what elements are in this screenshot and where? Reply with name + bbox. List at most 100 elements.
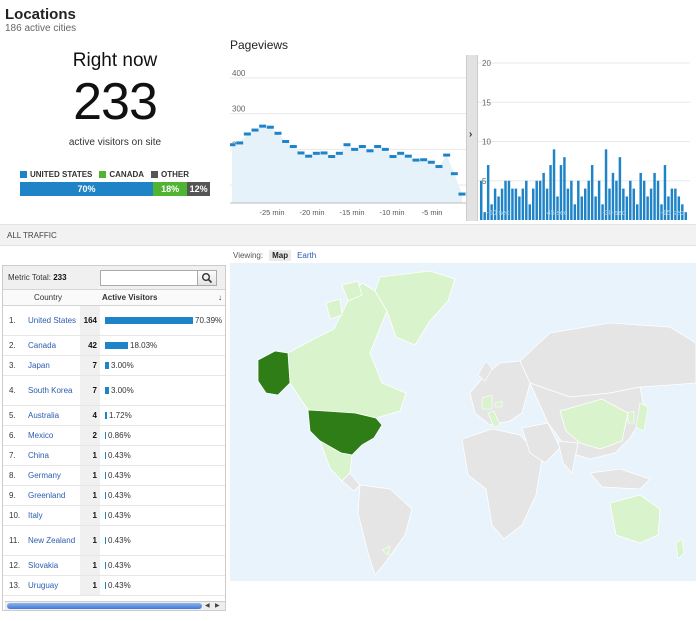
country-link[interactable]: Germany [28, 470, 61, 480]
data-point [374, 145, 382, 149]
country-link[interactable]: New Zealand [28, 535, 76, 545]
germany-region[interactable] [481, 394, 493, 410]
italy-region[interactable] [487, 410, 501, 428]
bar [670, 188, 674, 220]
locations-table: Metric Total: 233 Country Active Visitor… [2, 265, 226, 611]
country-link[interactable]: Canada [28, 340, 57, 350]
country-link[interactable]: Australia [28, 410, 60, 420]
visitor-share: 0.43% [100, 446, 225, 465]
all-traffic-label: ALL TRAFFIC [7, 231, 57, 240]
legend-label: OTHER [161, 170, 190, 179]
country-link[interactable]: Mexico [28, 430, 54, 440]
row-rank: 10. [9, 511, 21, 520]
share-bar [105, 512, 106, 519]
bar [639, 172, 642, 220]
scrollbar-thumb[interactable] [7, 603, 202, 609]
all-traffic-bar: ALL TRAFFIC [0, 224, 696, 246]
bar [511, 188, 514, 220]
country-link[interactable]: Italy [28, 510, 43, 520]
visitor-share: 0.43% [100, 556, 225, 575]
bar [629, 180, 632, 220]
data-point [230, 143, 236, 147]
header-country[interactable]: Country [25, 290, 80, 305]
uruguay-region[interactable] [381, 545, 391, 556]
australia-region[interactable] [609, 494, 661, 544]
data-point [397, 151, 405, 155]
country-share-bar: 70% 18% 12% [20, 182, 210, 196]
indonesia-region[interactable] [589, 468, 651, 490]
japan-region[interactable] [635, 402, 649, 432]
new-zealand-region[interactable] [675, 538, 685, 560]
united-states-region[interactable] [307, 409, 383, 456]
header-country-label: Country [34, 293, 63, 302]
visitor-count: 1 [80, 486, 100, 505]
country-link[interactable]: Uruguay [28, 580, 59, 590]
bar [656, 180, 660, 220]
bar [500, 188, 504, 220]
bar [677, 196, 681, 220]
x-tick-label: -5 min [422, 208, 443, 217]
share-segment-1: 18% [153, 182, 188, 196]
arctic-islands-region[interactable] [325, 280, 363, 320]
visitor-share: 0.43% [100, 576, 225, 595]
share-percent: 0.43% [108, 451, 131, 460]
slovakia-region[interactable] [494, 400, 503, 408]
bar [570, 180, 573, 220]
search-button[interactable] [197, 270, 217, 286]
search-input[interactable] [100, 270, 198, 286]
scroll-left-icon[interactable]: ◀ [205, 603, 210, 609]
table-row: 4. South Korea 7 3.00% [3, 376, 225, 406]
africa-region[interactable] [461, 428, 543, 540]
country-link[interactable]: Japan [28, 360, 50, 370]
alaska-region[interactable] [257, 350, 291, 396]
scroll-right-icon[interactable]: ▶ [215, 603, 220, 609]
table-row: 7. China 1 0.43% [3, 446, 225, 466]
y-tick-label: 5 [482, 177, 487, 186]
world-map[interactable] [230, 263, 696, 581]
south-america-region[interactable] [357, 484, 413, 576]
country-link[interactable]: South Korea [28, 385, 73, 395]
visitor-count: 1 [80, 506, 100, 525]
bar [504, 180, 507, 220]
bar [653, 172, 656, 220]
data-point [450, 172, 458, 176]
viewing-label: Viewing: [233, 251, 264, 260]
pageviews-per-minute-chart: 100200300400-25 min-20 min-15 min-10 min… [230, 55, 466, 217]
bar [483, 212, 486, 220]
bar [545, 188, 549, 220]
country-link[interactable]: Slovakia [28, 560, 59, 570]
south-korea-region[interactable] [627, 410, 635, 424]
share-percent: 1.72% [109, 411, 132, 420]
country-link[interactable]: China [28, 450, 49, 460]
bar [601, 204, 604, 220]
row-rank: 4. [9, 386, 16, 395]
uk-region[interactable] [477, 360, 493, 382]
bar [559, 165, 563, 220]
china-region[interactable] [559, 398, 629, 450]
bar [681, 204, 684, 220]
header-active-visitors[interactable]: Active Visitors ↓ [100, 290, 225, 305]
visitor-share: 0.43% [100, 506, 225, 525]
horizontal-scrollbar[interactable]: ◀ ▶ [5, 601, 225, 610]
country-link[interactable]: United States [28, 315, 77, 325]
bar [566, 188, 570, 220]
share-bar [105, 432, 106, 439]
bar [625, 196, 629, 220]
tab-map[interactable]: Map [269, 250, 292, 261]
bar [542, 172, 545, 220]
visitor-share: 70.39% [100, 306, 225, 335]
data-point [420, 158, 428, 162]
visitor-share: 3.00% [100, 356, 225, 375]
header-count [80, 290, 100, 305]
country-link[interactable]: Greenland [28, 490, 66, 500]
legend-label: CANADA [109, 170, 145, 179]
collapse-handle[interactable]: › [466, 55, 478, 221]
x-tick-label: -25 min [259, 208, 284, 217]
share-bar [105, 342, 128, 349]
bar [577, 180, 580, 220]
middle-east-region[interactable] [521, 422, 561, 464]
bar [528, 204, 531, 220]
india-region[interactable] [557, 440, 579, 474]
tab-earth[interactable]: Earth [297, 251, 317, 260]
table-row: 10. Italy 1 0.43% [3, 506, 225, 526]
